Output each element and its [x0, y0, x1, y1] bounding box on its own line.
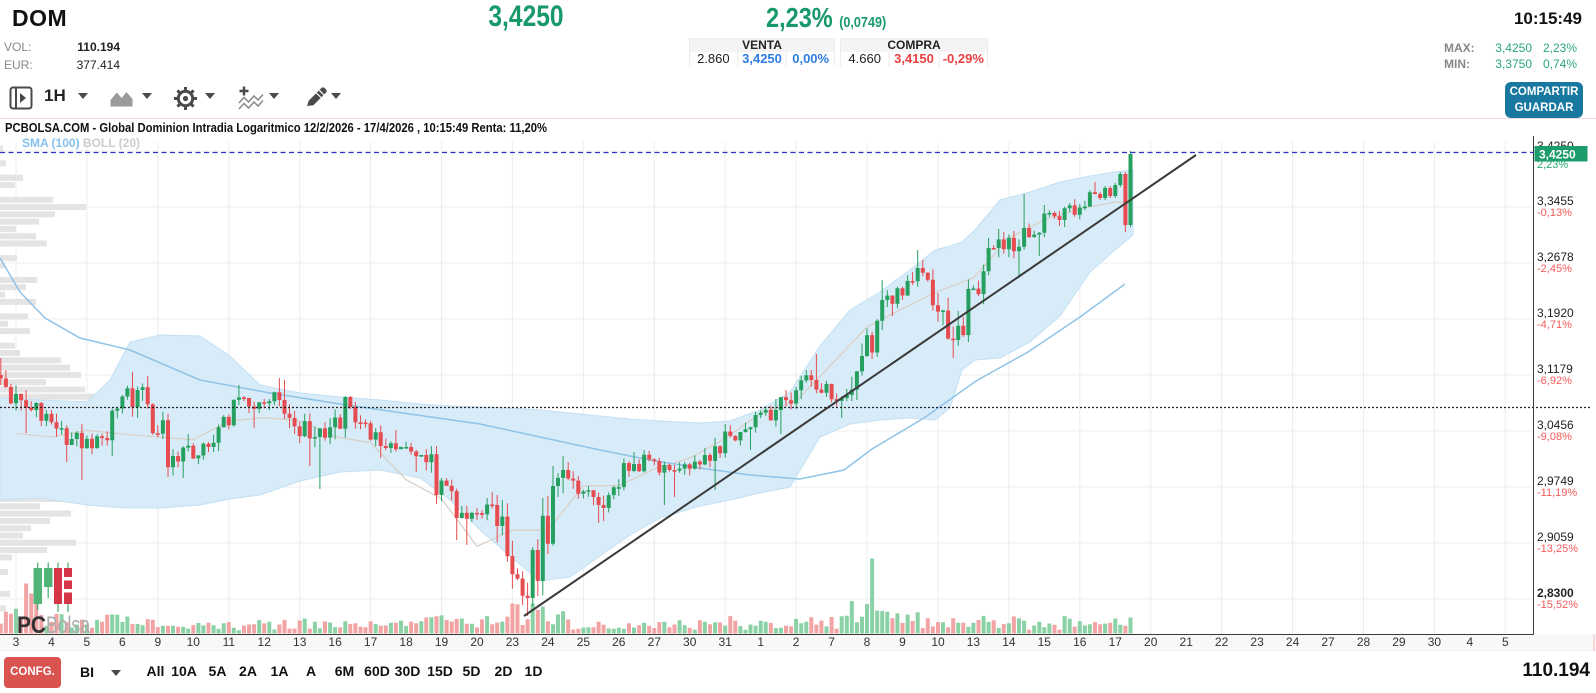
svg-text:11: 11 — [223, 635, 236, 649]
svg-text:21: 21 — [1180, 635, 1194, 649]
svg-text:2: 2 — [793, 635, 800, 649]
svg-text:4: 4 — [48, 635, 55, 649]
svg-text:3,4250: 3,4250 — [1539, 148, 1576, 162]
svg-text:9: 9 — [154, 635, 161, 649]
svg-text:13: 13 — [967, 635, 981, 649]
svg-text:3: 3 — [13, 635, 20, 649]
svg-text:3,0456: 3,0456 — [1537, 418, 1574, 432]
svg-text:20: 20 — [1144, 635, 1158, 649]
svg-text:8: 8 — [864, 635, 871, 649]
svg-text:25: 25 — [577, 635, 591, 649]
svg-text:23: 23 — [1250, 635, 1264, 649]
svg-text:24: 24 — [541, 635, 555, 649]
svg-text:10: 10 — [931, 635, 945, 649]
svg-text:1: 1 — [757, 635, 764, 649]
svg-text:-0,13%: -0,13% — [1537, 207, 1572, 219]
svg-text:-2,45%: -2,45% — [1537, 263, 1572, 275]
svg-text:18: 18 — [399, 635, 413, 649]
svg-text:19: 19 — [435, 635, 449, 649]
svg-text:16: 16 — [328, 635, 342, 649]
svg-text:-6,92%: -6,92% — [1537, 375, 1572, 387]
svg-text:17: 17 — [1109, 635, 1123, 649]
svg-text:7: 7 — [828, 635, 835, 649]
svg-text:20: 20 — [470, 635, 484, 649]
svg-text:30: 30 — [683, 635, 697, 649]
svg-text:2,23%: 2,23% — [1537, 159, 1568, 171]
svg-text:15: 15 — [1038, 635, 1052, 649]
svg-text:5: 5 — [84, 635, 91, 649]
svg-text:5: 5 — [1502, 635, 1509, 649]
svg-text:13: 13 — [293, 635, 307, 649]
svg-text:3,1920: 3,1920 — [1537, 306, 1574, 320]
svg-text:31: 31 — [719, 635, 733, 649]
svg-text:6: 6 — [119, 635, 126, 649]
svg-text:17: 17 — [364, 635, 378, 649]
svg-text:12: 12 — [258, 635, 272, 649]
svg-text:28: 28 — [1357, 635, 1371, 649]
svg-text:3,2678: 3,2678 — [1537, 250, 1574, 264]
svg-text:3,1179: 3,1179 — [1537, 362, 1573, 376]
svg-text:4: 4 — [1467, 635, 1474, 649]
svg-text:2,9059: 2,9059 — [1537, 530, 1574, 544]
svg-text:30: 30 — [1428, 635, 1442, 649]
svg-text:-15,52%: -15,52% — [1537, 599, 1578, 611]
svg-text:26: 26 — [612, 635, 626, 649]
svg-text:27: 27 — [648, 635, 662, 649]
svg-text:16: 16 — [1073, 635, 1087, 649]
svg-text:-13,25%: -13,25% — [1537, 543, 1578, 555]
svg-text:-4,71%: -4,71% — [1537, 319, 1572, 331]
svg-text:22: 22 — [1215, 635, 1229, 649]
svg-text:-9,08%: -9,08% — [1537, 431, 1572, 443]
svg-text:10: 10 — [187, 635, 201, 649]
svg-text:23: 23 — [506, 635, 520, 649]
svg-text:24: 24 — [1286, 635, 1300, 649]
svg-text:14: 14 — [1002, 635, 1016, 649]
svg-text:2,9749: 2,9749 — [1537, 474, 1574, 488]
svg-text:-11,19%: -11,19% — [1537, 487, 1577, 499]
svg-text:9: 9 — [899, 635, 906, 649]
svg-text:27: 27 — [1321, 635, 1335, 649]
svg-text:29: 29 — [1392, 635, 1406, 649]
svg-text:2,8300: 2,8300 — [1537, 586, 1574, 600]
svg-text:3,3455: 3,3455 — [1537, 194, 1574, 208]
